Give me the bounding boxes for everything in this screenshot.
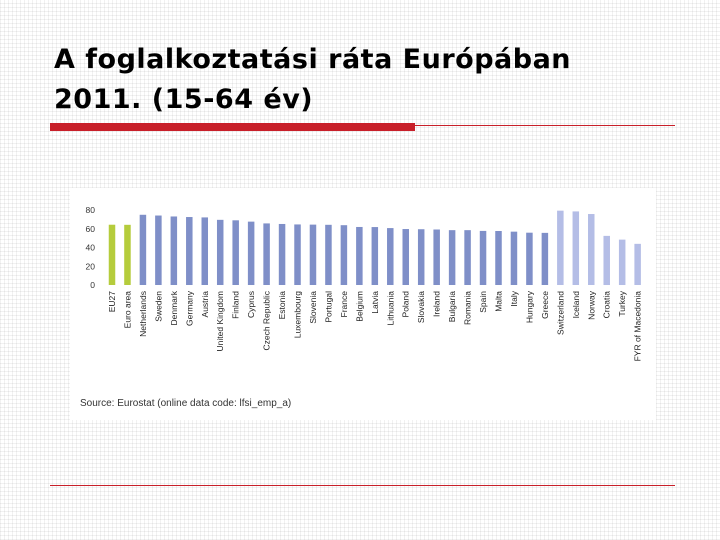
category-label-hungary: Hungary xyxy=(524,290,534,323)
category-label-portugal: Portugal xyxy=(323,291,333,323)
slide-title: A foglalkoztatási ráta Európában 2011. (… xyxy=(54,40,694,120)
bar-estonia xyxy=(278,223,286,285)
category-label-turkey: Turkey xyxy=(617,290,627,316)
category-label-spain: Spain xyxy=(478,291,488,313)
category-label-croatia: Croatia xyxy=(602,291,612,319)
category-label-czech-republic: Czech Republic xyxy=(262,290,272,350)
bar-cyprus xyxy=(247,221,255,286)
bar-denmark xyxy=(170,216,178,285)
bar-chart-svg: 0 20 40 60 80 EU27 Euro area Netherlands Sweden D… xyxy=(86,205,643,362)
bar-poland xyxy=(402,229,409,285)
bar-netherlands xyxy=(139,214,147,285)
category-label-romania: Romania xyxy=(463,291,473,325)
y-tick-label: 80 xyxy=(86,205,96,215)
bar-spain xyxy=(479,230,487,285)
category-label-malta: Malta xyxy=(494,291,504,312)
category-label-netherlands: Netherlands xyxy=(138,291,148,337)
category-label-united-kingdom: United Kingdom xyxy=(215,291,225,351)
bar-switzerland xyxy=(557,210,564,285)
category-label-lithuania: Lithuania xyxy=(385,291,395,326)
bar-sweden xyxy=(155,215,162,285)
category-label-france: France xyxy=(339,291,349,318)
category-label-cyprus: Cyprus xyxy=(246,291,256,318)
bar-ireland xyxy=(433,229,440,285)
bar-croatia xyxy=(603,235,610,286)
bar-italy xyxy=(510,231,518,285)
title-divider-accent xyxy=(50,123,415,131)
category-label-austria: Austria xyxy=(200,291,210,318)
bar-norway xyxy=(588,214,595,285)
y-tick-label: 20 xyxy=(86,261,96,271)
bar-malta xyxy=(495,231,502,285)
bar-iceland xyxy=(572,211,580,285)
category-label-sweden: Sweden xyxy=(153,291,163,322)
bar-romania xyxy=(464,230,471,285)
category-label-estonia: Estonia xyxy=(277,291,287,320)
category-label-belgium: Belgium xyxy=(354,291,364,322)
bar-germany xyxy=(186,217,193,285)
bar-slovenia xyxy=(309,224,317,285)
category-label-slovenia: Slovenia xyxy=(308,291,318,324)
category-label-fyr-of-macedonia: FYR of Macedonia xyxy=(633,291,643,362)
bar-finland xyxy=(232,220,239,285)
bar-luxembourg xyxy=(294,224,301,285)
bar-czech-republic xyxy=(263,223,270,285)
bar-hungary xyxy=(526,232,533,285)
category-label-greece: Greece xyxy=(540,291,550,319)
category-label-poland: Poland xyxy=(401,291,411,318)
footer-divider xyxy=(50,485,675,486)
source-note: Source: Eurostat (online data code: lfsi… xyxy=(80,398,292,409)
category-label-slovakia: Slovakia xyxy=(416,291,426,323)
category-label-luxembourg: Luxembourg xyxy=(293,291,303,339)
category-label-ireland: Ireland xyxy=(432,291,442,317)
title-line-2: 2011. (15-64 év) xyxy=(54,84,314,115)
category-label-finland: Finland xyxy=(231,291,241,319)
category-label-latvia: Latvia xyxy=(370,291,380,314)
y-tick-label: 40 xyxy=(86,243,96,253)
category-label-switzerland: Switzerland xyxy=(555,291,565,335)
bar-eu27 xyxy=(108,224,116,285)
title-line-1: A foglalkoztatási ráta Európában xyxy=(54,44,572,75)
category-label-euro-area: Euro area xyxy=(122,291,132,329)
bar-france xyxy=(340,225,348,285)
bar-euro-area xyxy=(124,224,131,285)
category-label-norway: Norway xyxy=(586,290,596,320)
bar-united-kingdom xyxy=(216,219,224,285)
bar-bulgaria xyxy=(448,230,456,285)
bar-fyr-of-macedonia xyxy=(634,243,641,285)
bar-lithuania xyxy=(387,228,394,285)
employment-rate-chart: 0 20 40 60 80 EU27 Euro area Netherlands Sweden D… xyxy=(70,188,656,420)
category-label-germany: Germany xyxy=(184,290,194,326)
bar-portugal xyxy=(325,224,332,285)
bar-slovakia xyxy=(417,229,425,285)
bar-austria xyxy=(201,217,209,285)
bar-belgium xyxy=(356,226,363,285)
category-label-eu27: EU27 xyxy=(107,291,117,313)
y-tick-label: 60 xyxy=(86,224,96,234)
bar-greece xyxy=(541,232,549,285)
y-tick-label: 0 xyxy=(90,280,95,290)
category-label-iceland: Iceland xyxy=(571,291,581,319)
category-label-italy: Italy xyxy=(509,290,519,306)
category-label-bulgaria: Bulgaria xyxy=(447,291,457,322)
bar-latvia xyxy=(371,227,379,285)
bar-turkey xyxy=(618,239,626,286)
category-label-denmark: Denmark xyxy=(169,290,179,325)
